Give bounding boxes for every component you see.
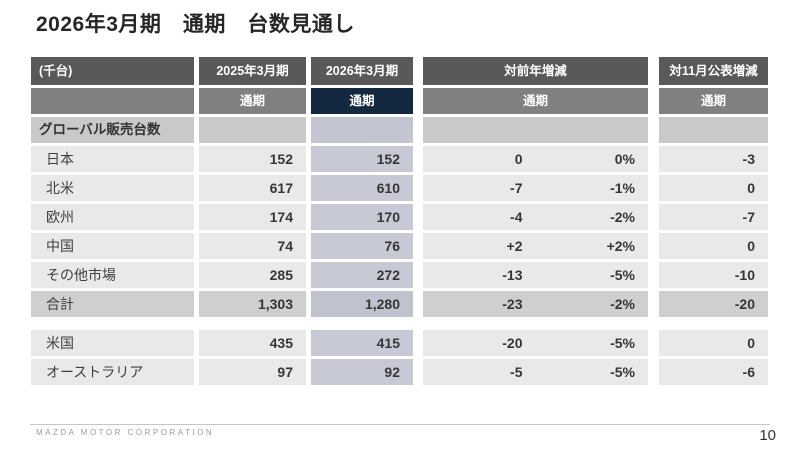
sales-outlook-table: (千台) 2025年3月期 2026年3月期 対前年増減 対11月公表増減 通期… (31, 57, 768, 388)
subheader-yoy: 通期 (423, 88, 648, 114)
yoy-pct-value: -5% (610, 335, 635, 351)
subheader-spacer-cell (31, 88, 194, 114)
table-subheader-row: 通期 通期 通期 通期 (31, 88, 768, 114)
table-row-australia: オーストラリア 97 92 -5 -5% -6 (31, 359, 768, 385)
fy2025-value: 74 (199, 233, 306, 259)
subheader-vs-november: 通期 (659, 88, 768, 114)
table-row-usa: 米国 435 415 -20 -5% 0 (31, 330, 768, 356)
section-label: グローバル販売台数 (31, 117, 194, 143)
table-section-gap (31, 320, 768, 330)
fy2025-value: 285 (199, 262, 306, 288)
yoy-cell: -20 -5% (423, 330, 648, 356)
vs-november-value: 0 (659, 330, 768, 356)
yoy-pct-value: -2% (610, 296, 635, 312)
yoy-pct-value: 0% (614, 151, 635, 167)
vs-november-value: -7 (659, 204, 768, 230)
row-label: 米国 (31, 330, 194, 356)
yoy-abs-value: -13 (502, 267, 523, 283)
fy2026-value: 415 (311, 330, 413, 356)
col-header-vs-november: 対11月公表増減 (659, 57, 768, 85)
yoy-cell: -7 -1% (423, 175, 648, 201)
yoy-cell: -13 -5% (423, 262, 648, 288)
page-number: 10 (759, 427, 776, 444)
fy2026-value: 170 (311, 204, 413, 230)
fy2026-value: 76 (311, 233, 413, 259)
table-row-north-america: 北米 617 610 -7 -1% 0 (31, 175, 768, 201)
row-label: 日本 (31, 146, 194, 172)
fy2025-value: 1,303 (199, 291, 306, 317)
table-row-other-markets: その他市場 285 272 -13 -5% -10 (31, 262, 768, 288)
subheader-fy2025: 通期 (199, 88, 306, 114)
vs-november-value: -20 (659, 291, 768, 317)
fy2025-value: 152 (199, 146, 306, 172)
fy2026-value: 272 (311, 262, 413, 288)
table-header-row: (千台) 2025年3月期 2026年3月期 対前年増減 対11月公表増減 (31, 57, 768, 85)
slide-title: 2026年3月期 通期 台数見通し (36, 13, 355, 36)
table-row-china: 中国 74 76 +2 +2% 0 (31, 233, 768, 259)
row-label: 合計 (31, 291, 194, 317)
yoy-abs-value: 0 (514, 151, 523, 167)
yoy-abs-value: +2 (506, 238, 523, 254)
fy2025-value: 97 (199, 359, 306, 385)
section-empty-cell (199, 117, 306, 143)
fy2026-value: 1,280 (311, 291, 413, 317)
yoy-cell: -23 -2% (423, 291, 648, 317)
row-label: その他市場 (31, 262, 194, 288)
subheader-fy2026-highlighted: 通期 (311, 88, 413, 114)
fy2026-value: 92 (311, 359, 413, 385)
yoy-abs-value: -7 (510, 180, 523, 196)
footer-divider (30, 424, 770, 425)
yoy-abs-value: -23 (502, 296, 523, 312)
yoy-pct-value: -2% (610, 209, 635, 225)
fy2025-value: 174 (199, 204, 306, 230)
mazda-logo-text: MAZDA MOTOR CORPORATION (36, 428, 215, 437)
vs-november-value: -6 (659, 359, 768, 385)
yoy-abs-value: -5 (510, 364, 523, 380)
table-row-europe: 欧州 174 170 -4 -2% -7 (31, 204, 768, 230)
section-empty-cell (311, 117, 413, 143)
yoy-abs-value: -4 (510, 209, 523, 225)
row-label: オーストラリア (31, 359, 194, 385)
yoy-pct-value: -5% (610, 364, 635, 380)
fy2025-value: 617 (199, 175, 306, 201)
yoy-cell: 0 0% (423, 146, 648, 172)
row-label: 欧州 (31, 204, 194, 230)
row-label: 中国 (31, 233, 194, 259)
vs-november-value: -10 (659, 262, 768, 288)
yoy-cell: -4 -2% (423, 204, 648, 230)
yoy-cell: +2 +2% (423, 233, 648, 259)
yoy-pct-value: -5% (610, 267, 635, 283)
fy2026-value: 610 (311, 175, 413, 201)
fy2026-value: 152 (311, 146, 413, 172)
vs-november-value: 0 (659, 233, 768, 259)
fy2025-value: 435 (199, 330, 306, 356)
yoy-abs-value: -20 (502, 335, 523, 351)
table-row-japan: 日本 152 152 0 0% -3 (31, 146, 768, 172)
yoy-cell: -5 -5% (423, 359, 648, 385)
section-empty-cell (423, 117, 648, 143)
unit-label: (千台) (31, 57, 194, 85)
yoy-pct-value: -1% (610, 180, 635, 196)
col-header-yoy-change: 対前年増減 (423, 57, 648, 85)
table-row-total: 合計 1,303 1,280 -23 -2% -20 (31, 291, 768, 317)
section-empty-cell (659, 117, 768, 143)
section-row-global-sales: グローバル販売台数 (31, 117, 768, 143)
col-header-fy2026: 2026年3月期 (311, 57, 413, 85)
yoy-pct-value: +2% (606, 238, 635, 254)
vs-november-value: -3 (659, 146, 768, 172)
col-header-fy2025: 2025年3月期 (199, 57, 306, 85)
vs-november-value: 0 (659, 175, 768, 201)
row-label: 北米 (31, 175, 194, 201)
